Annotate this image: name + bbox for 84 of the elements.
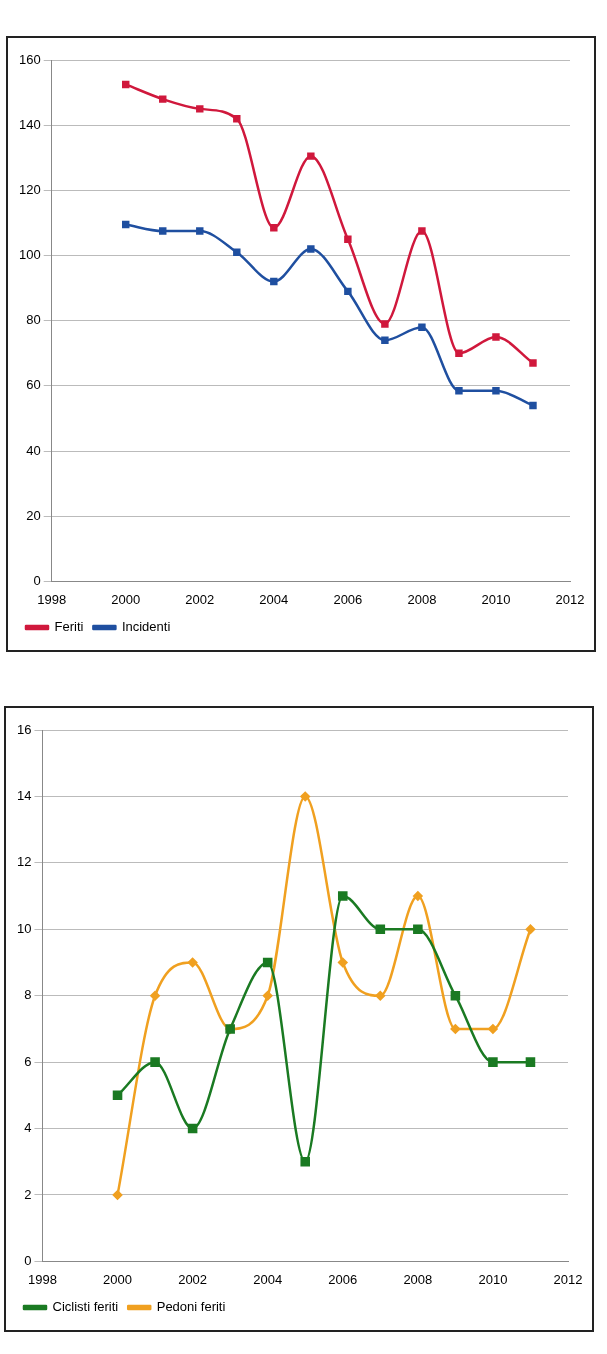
point bbox=[450, 1024, 461, 1034]
point bbox=[455, 387, 463, 395]
x-tick-label: 2002 bbox=[185, 591, 215, 607]
point bbox=[150, 1057, 160, 1067]
point bbox=[455, 349, 463, 358]
point bbox=[381, 320, 389, 328]
y-tick-label: 16 bbox=[16, 721, 32, 737]
point bbox=[196, 105, 204, 113]
point bbox=[492, 387, 500, 395]
x-tick-label: 2012 bbox=[553, 1271, 583, 1287]
y-tick-label: 160 bbox=[18, 51, 41, 67]
y-tick-label: 12 bbox=[16, 854, 32, 870]
point bbox=[525, 924, 536, 935]
x-tick-label: 1998 bbox=[28, 1271, 57, 1287]
legend-label: Feriti bbox=[54, 619, 84, 635]
x-tick-label: 2000 bbox=[103, 1271, 132, 1287]
point bbox=[196, 227, 204, 235]
point bbox=[300, 1156, 311, 1167]
point bbox=[233, 248, 241, 256]
point bbox=[413, 924, 423, 935]
y-tick-label: 20 bbox=[26, 507, 41, 523]
y-tick-label: 14 bbox=[16, 788, 32, 803]
x-tick-label: 2010 bbox=[481, 591, 511, 607]
point bbox=[450, 990, 461, 1001]
point bbox=[307, 245, 315, 253]
point bbox=[262, 957, 273, 968]
y-tick-label: 8 bbox=[24, 987, 32, 1003]
x-tick-label: 2002 bbox=[178, 1271, 208, 1287]
point bbox=[375, 990, 386, 1001]
legend-label: Pedoni feriti bbox=[156, 1299, 226, 1315]
point bbox=[488, 1057, 498, 1067]
y-tick-label: 140 bbox=[18, 116, 41, 132]
point bbox=[300, 791, 310, 802]
y-tick-label: 6 bbox=[24, 1053, 32, 1069]
point bbox=[122, 80, 130, 89]
x-tick-label: 2004 bbox=[259, 591, 289, 607]
x-tick-label: 2006 bbox=[333, 591, 363, 607]
point bbox=[159, 227, 167, 235]
point bbox=[525, 1057, 536, 1067]
x-tick-label: 2000 bbox=[111, 591, 141, 607]
x-tick-label: 1998 bbox=[37, 591, 67, 607]
y-tick-label: 0 bbox=[24, 1252, 32, 1268]
point bbox=[187, 957, 198, 968]
x-tick-label: 2008 bbox=[403, 1271, 433, 1287]
point bbox=[159, 95, 167, 103]
y-tick-label: 100 bbox=[18, 247, 41, 263]
point bbox=[413, 891, 423, 901]
y-tick-label: 4 bbox=[24, 1120, 32, 1136]
point bbox=[112, 1190, 123, 1200]
point bbox=[337, 891, 348, 901]
legend-label: Incidenti bbox=[121, 619, 171, 635]
y-tick-label: 80 bbox=[26, 312, 41, 328]
x-tick-label: 2012 bbox=[555, 591, 585, 607]
point bbox=[344, 287, 352, 296]
y-tick-label: 120 bbox=[18, 181, 41, 197]
y-tick-label: 60 bbox=[26, 377, 41, 393]
point bbox=[529, 401, 537, 410]
point bbox=[122, 220, 130, 229]
x-tick-label: 2008 bbox=[407, 591, 437, 607]
legend-label: Ciclisti feriti bbox=[52, 1299, 119, 1315]
x-tick-label: 2010 bbox=[478, 1271, 508, 1287]
y-tick-label: 0 bbox=[33, 572, 41, 588]
point bbox=[375, 924, 386, 935]
point bbox=[270, 277, 278, 286]
point bbox=[492, 333, 500, 341]
point bbox=[488, 1024, 498, 1034]
point bbox=[344, 235, 352, 243]
point bbox=[418, 227, 426, 235]
point bbox=[418, 323, 426, 331]
point bbox=[262, 990, 273, 1001]
point bbox=[187, 1123, 198, 1134]
point bbox=[233, 114, 241, 123]
point bbox=[270, 224, 278, 232]
point bbox=[529, 359, 537, 367]
point bbox=[150, 990, 160, 1001]
y-tick-label: 40 bbox=[26, 442, 41, 458]
y-tick-label: 2 bbox=[24, 1186, 32, 1202]
point bbox=[338, 957, 348, 968]
y-tick-label: 10 bbox=[16, 920, 32, 936]
point bbox=[112, 1090, 123, 1101]
point bbox=[381, 336, 389, 344]
x-tick-label: 2006 bbox=[328, 1271, 358, 1287]
point bbox=[307, 152, 315, 160]
x-tick-label: 2004 bbox=[253, 1271, 283, 1287]
